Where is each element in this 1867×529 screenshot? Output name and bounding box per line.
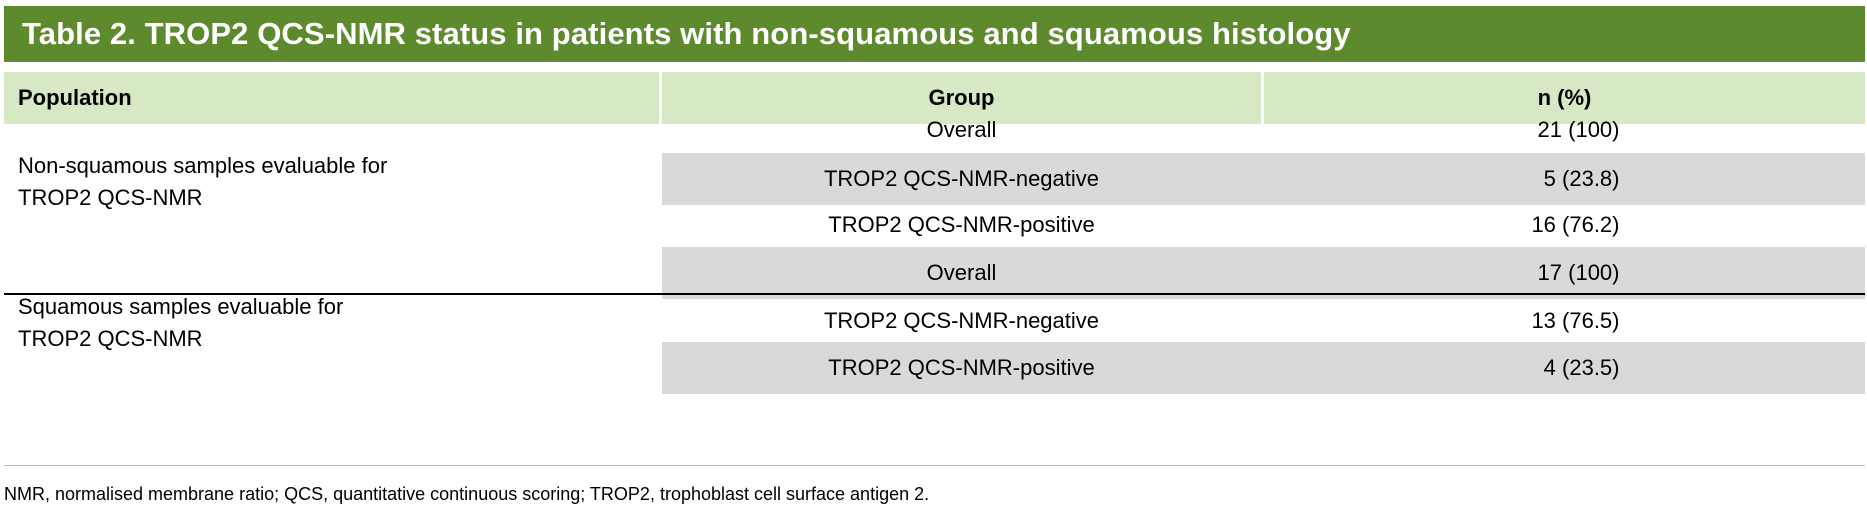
- table-cell-group: TROP2 QCS-NMR-positive: [828, 212, 1095, 237]
- table-title: Table 2. TROP2 QCS-NMR status in patient…: [22, 16, 1351, 51]
- n-value: 17 (100): [1537, 260, 1620, 285]
- population-non-squamous: Non-squamous samples evaluable for TROP2…: [18, 150, 578, 214]
- table-footnote: NMR, normalised membrane ratio; QCS, qua…: [4, 484, 930, 504]
- table-cell-n: 5 (23.8): [1264, 153, 1865, 205]
- population-line: TROP2 QCS-NMR: [18, 326, 203, 351]
- table-cell-group: TROP2 QCS-NMR-negative: [823, 166, 1100, 191]
- table-header-row: Population Group n (%): [0, 72, 1867, 124]
- table-cell-n: 21 (100): [1264, 104, 1865, 156]
- n-value: 5 (23.8): [1543, 166, 1620, 191]
- section-divider: [4, 293, 1865, 295]
- table-title-bar: Table 2. TROP2 QCS-NMR status in patient…: [4, 6, 1865, 62]
- n-value: 13 (76.5): [1531, 308, 1620, 333]
- header-n-percent: n (%): [1264, 72, 1865, 124]
- row-band: [662, 247, 1865, 299]
- n-value: 21 (100): [1537, 117, 1620, 142]
- table-bottom-border: [4, 465, 1865, 466]
- population-line: Non-squamous samples evaluable for: [18, 153, 388, 178]
- table-cell-n: 16 (76.2): [1264, 199, 1865, 251]
- header-population: Population: [4, 72, 659, 124]
- population-line: TROP2 QCS-NMR: [18, 185, 203, 210]
- table-cell-group: Overall: [926, 117, 997, 142]
- row-band: [662, 342, 1865, 394]
- population-squamous: Squamous samples evaluable for TROP2 QCS…: [18, 291, 578, 355]
- table-cell-group: TROP2 QCS-NMR-negative: [823, 308, 1100, 333]
- header-group: Group: [662, 72, 1261, 124]
- table-cell-n: 17 (100): [1264, 247, 1865, 299]
- table-cell-n: 13 (76.5): [1264, 295, 1865, 347]
- n-value: 16 (76.2): [1531, 212, 1620, 237]
- row-band: [662, 153, 1865, 205]
- n-value: 4 (23.5): [1543, 355, 1620, 380]
- table-cell-group: Overall: [926, 260, 997, 285]
- table-cell-n: 4 (23.5): [1264, 342, 1865, 394]
- population-line: Squamous samples evaluable for: [18, 294, 344, 319]
- table-cell-group: TROP2 QCS-NMR-positive: [828, 355, 1095, 380]
